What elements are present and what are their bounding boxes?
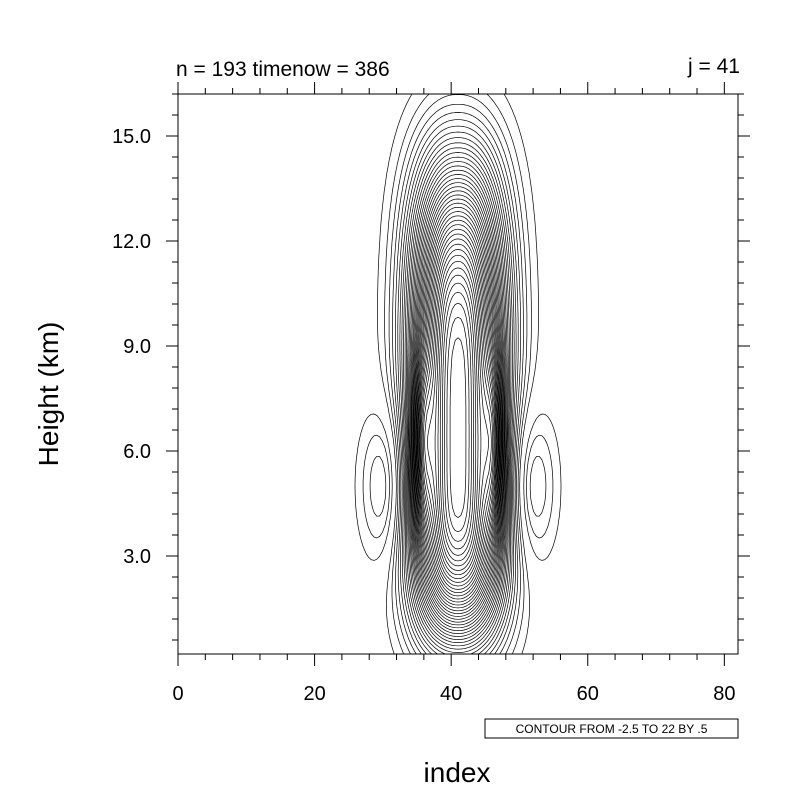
y-tick-label: 9.0: [123, 336, 151, 358]
subtitle-right: j = 41: [687, 55, 740, 78]
subtitle-left: n = 193 timenow = 386: [176, 58, 390, 81]
y-tick-label: 6.0: [123, 441, 151, 463]
positive-contour: [397, 119, 519, 655]
positive-contour: [415, 198, 501, 614]
positive-contour: [403, 137, 513, 655]
positive-contour: [446, 316, 470, 533]
positive-contour: [377, 93, 539, 655]
positive-contour: [407, 152, 509, 647]
x-tick-label: 80: [713, 683, 735, 705]
positive-contour: [414, 194, 502, 617]
positive-contour: [416, 206, 500, 609]
x-tick-label: 40: [440, 683, 462, 705]
axis-tick-labels: 0 20 40 60 80 3.0 6.0 9.0 12.0 15.0: [112, 126, 735, 705]
contour-lines: [354, 93, 562, 655]
x-tick-label: 60: [577, 683, 599, 705]
positive-contour: [415, 202, 501, 612]
positive-contour: [420, 238, 496, 587]
positive-contour: [424, 254, 492, 576]
y-tick-label: 15.0: [112, 126, 151, 148]
positive-contour: [427, 260, 489, 571]
positive-contour: [419, 228, 497, 594]
positive-contour: [410, 165, 506, 637]
positive-contour: [418, 219, 498, 600]
positive-contour: [399, 125, 517, 655]
positive-contour: [442, 291, 474, 550]
positive-contour: [413, 186, 503, 623]
positive-contour: [434, 267, 482, 567]
positive-contour: [418, 224, 498, 597]
positive-contour: [388, 94, 528, 655]
y-tick-label: 12.0: [112, 231, 151, 253]
positive-contour: [416, 211, 500, 606]
positive-contour: [392, 103, 524, 655]
positive-contour: [409, 161, 507, 640]
y-axis-label: Height (km): [33, 322, 64, 467]
negative-contour: [354, 413, 562, 561]
positive-contour: [408, 156, 508, 643]
positive-contour: [412, 178, 504, 629]
positive-contour: [406, 147, 510, 650]
positive-contour: [421, 243, 495, 583]
positive-contour: [439, 282, 477, 556]
positive-contour: [395, 112, 521, 655]
positive-contour: [444, 302, 472, 542]
x-tick-label: 20: [303, 683, 325, 705]
positive-contour: [437, 274, 479, 562]
positive-contour: [411, 174, 505, 631]
y-tick-label: 3.0: [123, 546, 151, 568]
plot-frame: [177, 93, 739, 655]
positive-contour: [420, 233, 496, 590]
positive-contour: [423, 249, 493, 580]
negative-contour: [369, 455, 547, 517]
positive-contour: [449, 337, 467, 518]
positive-contour: [404, 142, 512, 653]
positive-contour: [417, 215, 499, 603]
axis-ticks: [166, 82, 750, 666]
positive-contour: [412, 182, 504, 626]
contour-info-box: [484, 718, 739, 739]
negative-contour: [362, 434, 554, 539]
positive-contour: [384, 93, 532, 655]
x-axis-label: index: [424, 757, 491, 788]
positive-contour: [410, 169, 506, 634]
contour-info-label: CONTOUR FROM -2.5 TO 22 BY .5: [516, 722, 708, 736]
x-tick-label: 0: [172, 683, 183, 705]
positive-contour: [413, 190, 503, 620]
positive-contour: [401, 131, 515, 655]
